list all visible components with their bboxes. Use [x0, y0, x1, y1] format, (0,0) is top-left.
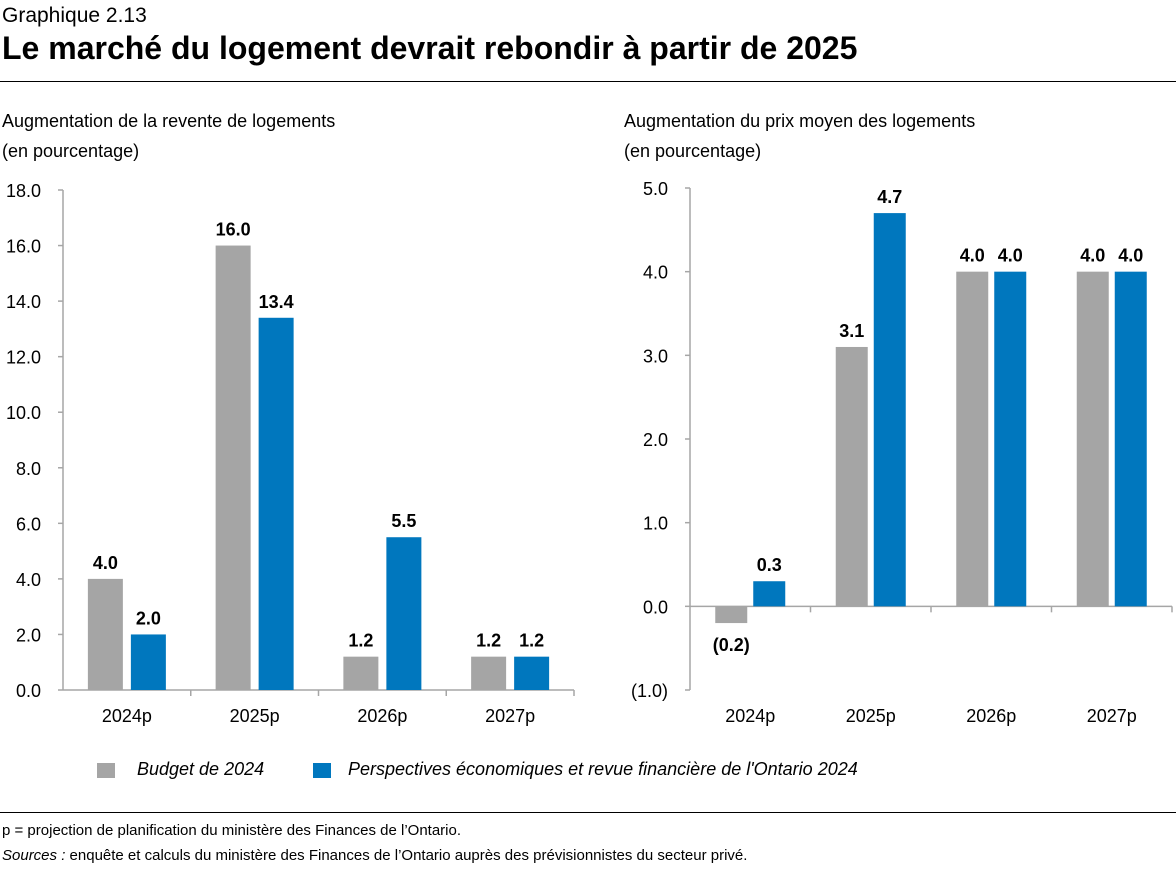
- right-chart-ylabel: (en pourcentage): [624, 141, 762, 161]
- chart2-bar-perspectives: [1114, 271, 1147, 607]
- chart1-bar-budget: [343, 656, 379, 690]
- chart1-x-tick-label: 2024p: [102, 706, 152, 726]
- chart1-bar-perspectives: [258, 317, 294, 690]
- chart1-data-label: 2.0: [136, 608, 161, 628]
- chart2-y-tick-label: 5.0: [643, 179, 668, 199]
- chart2-x-tick-label: 2026p: [966, 706, 1016, 726]
- chart1-data-label: 4.0: [93, 553, 118, 573]
- chart2-y-tick-label: 4.0: [643, 263, 668, 283]
- chart1-x-tick-label: 2027p: [485, 706, 535, 726]
- chart2-data-label: 4.0: [960, 246, 985, 266]
- chart2-bar-budget: [715, 606, 748, 624]
- chart1-bar-budget: [215, 245, 251, 691]
- chart2-bar-budget: [1076, 271, 1109, 607]
- chart2-bar-budget: [956, 271, 989, 607]
- left-chart-ylabel: (en pourcentage): [2, 141, 140, 161]
- chart1-bar-perspectives: [514, 656, 550, 690]
- chart2-y-tick-label: (1.0): [631, 681, 668, 701]
- chart2-data-label: 3.1: [839, 321, 864, 341]
- chart2-bar-perspectives: [753, 581, 786, 607]
- chart2-y-tick-label: 1.0: [643, 514, 668, 534]
- chart1-y-tick-label: 14.0: [6, 292, 41, 312]
- chart2-y-tick-label: 3.0: [643, 346, 668, 366]
- chart1-y-tick-label: 18.0: [6, 181, 41, 201]
- chart1-data-label: 1.2: [519, 631, 544, 651]
- chart1-y-tick-label: 2.0: [16, 625, 41, 645]
- chart2-bar-budget: [835, 346, 868, 607]
- page-title: Le marché du logement devrait rebondir à…: [2, 30, 858, 66]
- chart-kicker: Graphique 2.13: [2, 4, 147, 27]
- chart1-y-tick-label: 0.0: [16, 681, 41, 701]
- chart2-data-label: 4.7: [877, 187, 902, 207]
- chart1-y-tick-label: 4.0: [16, 570, 41, 590]
- legend-label-budget: Budget de 2024: [137, 759, 265, 779]
- chart1-y-tick-label: 8.0: [16, 459, 41, 479]
- chart1-bar-perspectives: [386, 537, 422, 690]
- right-chart-title: Augmentation du prix moyen des logements: [624, 111, 976, 131]
- chart1-x-tick-label: 2026p: [357, 706, 407, 726]
- chart1-y-tick-label: 6.0: [16, 514, 41, 534]
- chart1-bar-budget: [471, 656, 507, 690]
- chart1-data-label: 5.5: [391, 511, 416, 531]
- chart1-data-label: 13.4: [259, 292, 294, 312]
- legend-label-perspectives: Perspectives économiques et revue financ…: [348, 759, 858, 779]
- chart1-y-tick-label: 10.0: [6, 403, 41, 423]
- sources-label: Sources :: [2, 847, 66, 864]
- chart1-bar-perspectives: [130, 634, 166, 690]
- chart2-data-label: 0.3: [757, 555, 782, 575]
- chart2-y-tick-label: 0.0: [643, 597, 668, 617]
- sources-text: enquête et calculs du ministère des Fina…: [65, 847, 748, 864]
- chart1-data-label: 1.2: [348, 631, 373, 651]
- chart2-x-tick-label: 2024p: [725, 706, 775, 726]
- chart2-y-tick-label: 2.0: [643, 430, 668, 450]
- sources-line: Sources : enquête et calculs du ministèr…: [2, 847, 747, 864]
- chart2-x-tick-label: 2025p: [846, 706, 896, 726]
- chart2-x-tick-label: 2027p: [1087, 706, 1137, 726]
- chart2-data-label: 4.0: [998, 246, 1023, 266]
- chart2-bar-perspectives: [873, 213, 906, 607]
- chart1-data-label: 16.0: [216, 220, 251, 240]
- title-divider: [0, 81, 1176, 82]
- legend-swatch-perspectives: [313, 763, 331, 778]
- chart1-bar-budget: [87, 578, 123, 690]
- chart1-y-tick-label: 12.0: [6, 348, 41, 368]
- chart2-data-label: (0.2): [713, 635, 750, 655]
- footnote: p = projection de planification du minis…: [2, 822, 462, 839]
- footer-divider: [0, 812, 1176, 813]
- legend-swatch-budget: [97, 763, 115, 778]
- chart1-x-tick-label: 2025p: [230, 706, 280, 726]
- chart1-data-label: 1.2: [476, 631, 501, 651]
- chart2-data-label: 4.0: [1118, 246, 1143, 266]
- left-chart-title: Augmentation de la revente de logements: [2, 111, 336, 131]
- chart2-bar-perspectives: [994, 271, 1027, 607]
- chart1-y-tick-label: 16.0: [6, 237, 41, 257]
- chart2-data-label: 4.0: [1080, 246, 1105, 266]
